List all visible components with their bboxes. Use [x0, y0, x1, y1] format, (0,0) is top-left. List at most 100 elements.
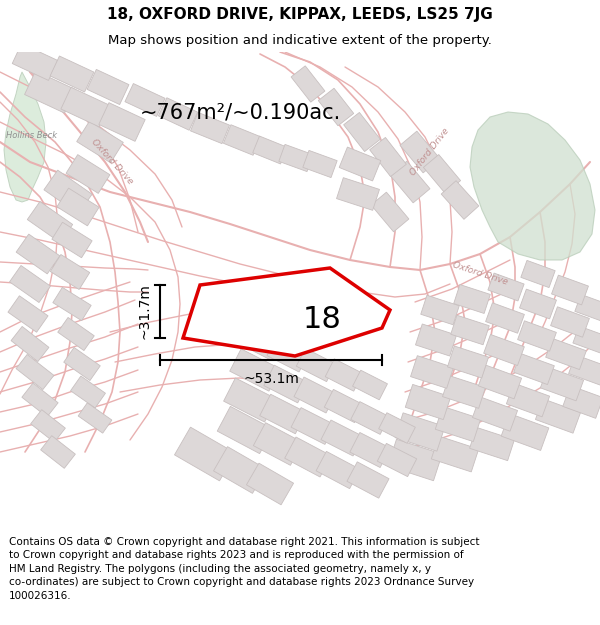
Polygon shape [296, 348, 335, 382]
Polygon shape [395, 413, 445, 451]
Polygon shape [125, 84, 165, 116]
Polygon shape [183, 268, 390, 356]
Polygon shape [451, 315, 489, 345]
Polygon shape [551, 275, 589, 305]
Polygon shape [431, 436, 479, 472]
Polygon shape [230, 349, 280, 391]
Text: ~767m²/~0.190ac.: ~767m²/~0.190ac. [139, 102, 341, 122]
Polygon shape [370, 138, 406, 176]
Polygon shape [267, 336, 309, 372]
Polygon shape [87, 69, 129, 104]
Polygon shape [224, 378, 277, 422]
Polygon shape [64, 348, 100, 381]
Polygon shape [291, 408, 335, 444]
Polygon shape [285, 437, 331, 477]
Polygon shape [520, 289, 556, 319]
Polygon shape [25, 71, 76, 113]
Text: 18, OXFORD DRIVE, KIPPAX, LEEDS, LS25 7JG: 18, OXFORD DRIVE, KIPPAX, LEEDS, LS25 7J… [107, 7, 493, 22]
Polygon shape [57, 188, 99, 226]
Polygon shape [454, 284, 490, 314]
Polygon shape [347, 462, 389, 498]
Polygon shape [78, 403, 112, 433]
Polygon shape [470, 428, 514, 461]
Text: Hollins Beck: Hollins Beck [7, 131, 58, 141]
Polygon shape [569, 355, 600, 385]
Polygon shape [16, 354, 54, 389]
Polygon shape [253, 136, 287, 164]
Polygon shape [514, 354, 554, 384]
Polygon shape [470, 112, 595, 260]
Polygon shape [303, 151, 337, 178]
Polygon shape [223, 125, 260, 155]
Polygon shape [325, 359, 363, 391]
Polygon shape [10, 266, 50, 302]
Polygon shape [12, 44, 58, 81]
Polygon shape [351, 402, 389, 434]
Polygon shape [321, 420, 363, 456]
Polygon shape [28, 201, 73, 242]
Polygon shape [424, 154, 461, 194]
Polygon shape [316, 451, 360, 489]
Polygon shape [575, 294, 600, 322]
Polygon shape [353, 370, 388, 400]
Text: Map shows position and indicative extent of the property.: Map shows position and indicative extent… [108, 34, 492, 47]
Polygon shape [53, 288, 91, 321]
Polygon shape [279, 144, 313, 172]
Polygon shape [339, 147, 381, 181]
Polygon shape [488, 273, 524, 301]
Polygon shape [52, 222, 92, 258]
Text: ~53.1m: ~53.1m [243, 372, 299, 386]
Polygon shape [253, 422, 302, 466]
Polygon shape [318, 88, 354, 126]
Polygon shape [478, 365, 521, 399]
Polygon shape [41, 436, 76, 468]
Polygon shape [563, 386, 600, 418]
Polygon shape [61, 88, 109, 127]
Polygon shape [58, 318, 94, 351]
Polygon shape [44, 170, 92, 214]
Polygon shape [16, 234, 60, 274]
Polygon shape [377, 443, 416, 477]
Text: Contains OS data © Crown copyright and database right 2021. This information is : Contains OS data © Crown copyright and d… [9, 537, 479, 601]
Polygon shape [379, 412, 415, 443]
Polygon shape [435, 406, 481, 442]
Polygon shape [291, 66, 325, 102]
Polygon shape [535, 399, 581, 433]
Polygon shape [175, 427, 236, 481]
Polygon shape [448, 346, 488, 378]
Polygon shape [77, 121, 124, 162]
Polygon shape [99, 102, 145, 141]
Polygon shape [234, 320, 282, 360]
Polygon shape [260, 394, 306, 434]
Polygon shape [501, 414, 549, 451]
Text: Oxford Drive: Oxford Drive [89, 138, 134, 186]
Polygon shape [545, 339, 586, 369]
Polygon shape [337, 177, 379, 211]
Polygon shape [325, 389, 364, 422]
Polygon shape [50, 56, 94, 92]
Text: Oxford Drive: Oxford Drive [451, 261, 509, 287]
Polygon shape [8, 296, 48, 333]
Polygon shape [506, 383, 550, 417]
Text: 18: 18 [302, 304, 341, 334]
Polygon shape [31, 409, 65, 442]
Polygon shape [214, 447, 266, 493]
Polygon shape [217, 406, 273, 454]
Polygon shape [390, 161, 430, 203]
Polygon shape [50, 254, 90, 289]
Polygon shape [22, 383, 58, 417]
Polygon shape [551, 307, 589, 338]
Polygon shape [421, 295, 459, 325]
Polygon shape [264, 365, 308, 403]
Polygon shape [521, 261, 555, 288]
Polygon shape [190, 112, 230, 144]
Polygon shape [541, 367, 584, 401]
Polygon shape [484, 334, 524, 366]
Polygon shape [371, 192, 409, 232]
Polygon shape [415, 324, 457, 356]
Text: Oxford Drive: Oxford Drive [409, 127, 451, 178]
Polygon shape [158, 98, 197, 130]
Polygon shape [294, 377, 336, 413]
Polygon shape [71, 376, 106, 408]
Polygon shape [247, 463, 293, 505]
